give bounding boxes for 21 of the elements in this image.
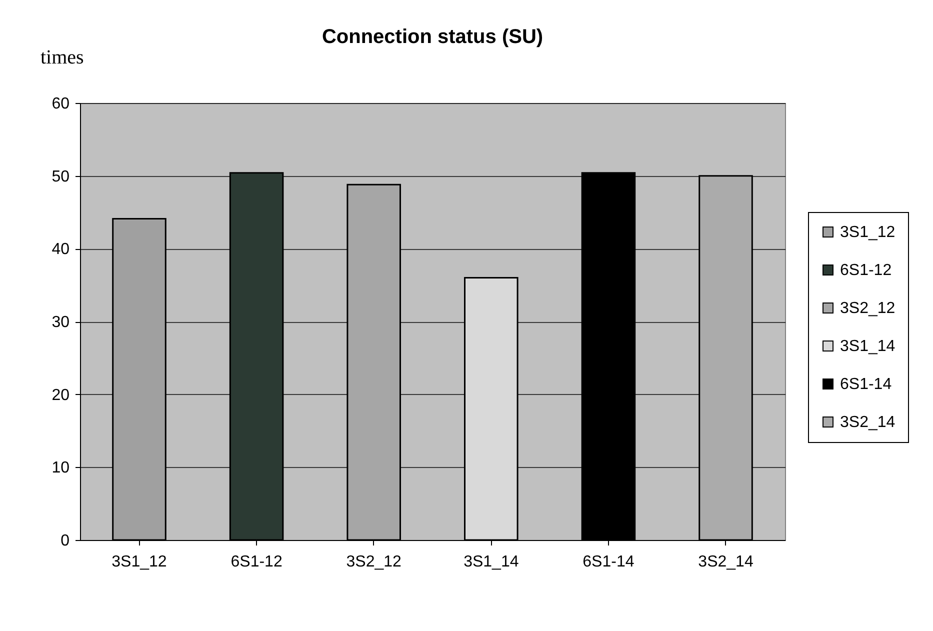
legend-label: 3S1_12 bbox=[840, 224, 896, 241]
legend-label: 3S2_14 bbox=[840, 414, 896, 431]
legend-label: 6S1-14 bbox=[840, 376, 892, 393]
x-tick-label: 6S1-12 bbox=[230, 554, 282, 570]
y-axis-title: times bbox=[40, 46, 84, 68]
x-tick-label: 3S2_14 bbox=[698, 554, 754, 570]
legend-label: 3S2_12 bbox=[840, 300, 896, 317]
y-tick-label: 60 bbox=[52, 96, 70, 112]
y-tick-label: 40 bbox=[52, 241, 70, 258]
x-tick-label: 3S1_14 bbox=[464, 554, 519, 570]
x-tick-label: 3S2_12 bbox=[346, 554, 402, 570]
x-tick-label: 3S1_12 bbox=[112, 554, 167, 570]
y-tick-label: 50 bbox=[52, 168, 70, 186]
y-tick-label: 10 bbox=[52, 460, 70, 477]
legend-label: 3S1_14 bbox=[840, 338, 896, 355]
y-tick-label: 20 bbox=[52, 386, 70, 404]
y-tick-label: 0 bbox=[60, 532, 70, 550]
y-tick-label: 30 bbox=[52, 314, 70, 331]
legend-label: 6S1-12 bbox=[840, 262, 892, 279]
chart-title: Connection status (SU) bbox=[322, 26, 544, 48]
x-tick-label: 6S1-14 bbox=[582, 554, 634, 570]
